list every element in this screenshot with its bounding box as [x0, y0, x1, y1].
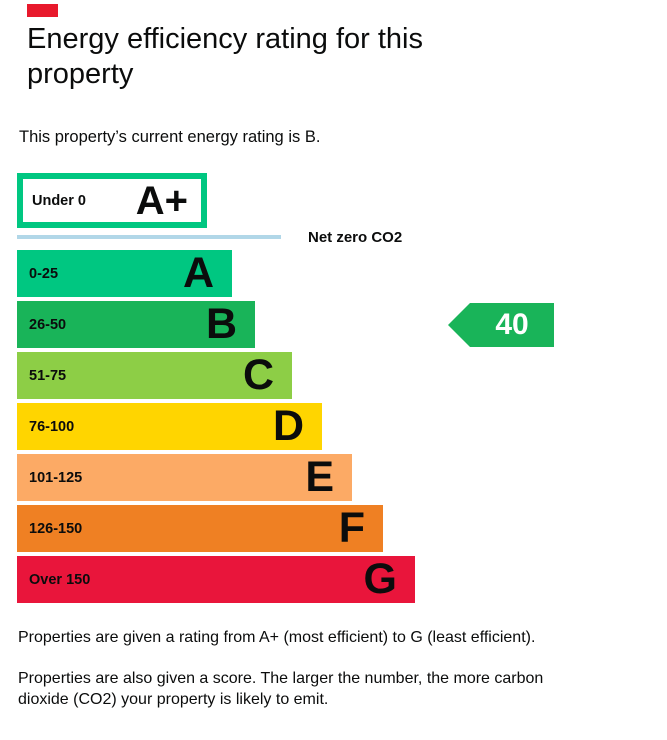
band-letter: A+ [135, 178, 188, 223]
corner-marker [27, 4, 58, 17]
band-g: Over 150 G [17, 556, 415, 603]
rating-bands: 0-25 A 26-50 B 51-75 C 76-100 D 101-125 … [17, 250, 415, 607]
page-title: Energy efficiency rating for this proper… [27, 23, 423, 90]
band-b: 26-50 B [17, 301, 255, 348]
band-letter: G [363, 555, 397, 603]
band-letter: A [182, 249, 214, 297]
band-range-label: 0-25 [29, 265, 59, 282]
score-explanation: Properties are also given a score. The l… [18, 670, 544, 708]
band-letter: F [338, 504, 365, 552]
band-d: 76-100 D [17, 403, 322, 450]
band-range-label: Under 0 [32, 192, 86, 209]
band-letter: D [272, 402, 304, 450]
score-value: 40 [495, 308, 529, 341]
band-range-label: 126-150 [29, 520, 83, 537]
band-letter: B [205, 300, 237, 348]
band-range-label: 76-100 [29, 418, 75, 435]
band-c: 51-75 C [17, 352, 292, 399]
band-f: 126-150 F [17, 505, 383, 552]
band-range-label: 101-125 [29, 469, 83, 486]
current-rating-text: This property’s current energy rating is… [19, 128, 321, 146]
rating-explanation: Properties are given a rating from A+ (m… [18, 629, 536, 646]
band-range-label: 51-75 [29, 367, 67, 384]
score-arrow-icon [448, 303, 554, 347]
band-letter: E [305, 453, 334, 501]
band-a-plus: Under 0 A+ [17, 173, 207, 228]
net-zero-label: Net zero CO2 [308, 229, 403, 246]
band-a: 0-25 A [17, 250, 232, 297]
current-score-pointer: 40 [448, 303, 554, 347]
band-range-label: Over 150 [29, 571, 91, 588]
net-zero-line [17, 235, 281, 239]
band-letter: C [242, 351, 274, 399]
band-range-label: 26-50 [29, 316, 67, 333]
band-e: 101-125 E [17, 454, 352, 501]
